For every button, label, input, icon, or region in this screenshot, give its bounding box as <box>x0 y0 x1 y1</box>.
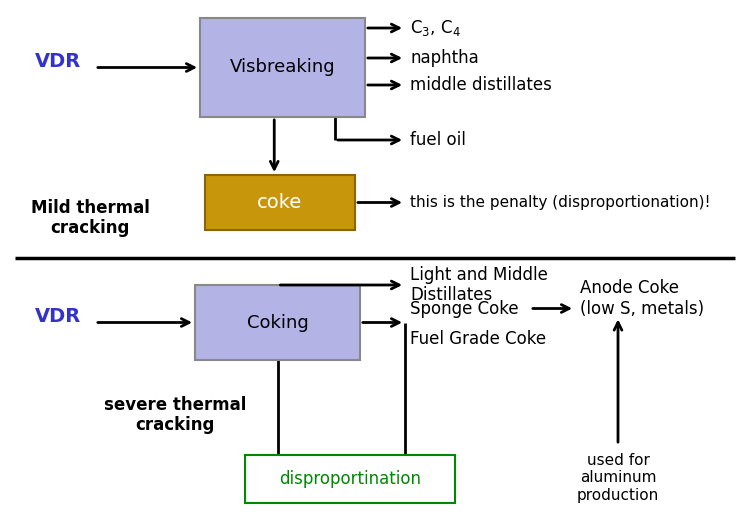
Text: this is the penalty (disproportionation)!: this is the penalty (disproportionation)… <box>410 195 710 210</box>
Text: Anode Coke
(low S, metals): Anode Coke (low S, metals) <box>580 279 704 318</box>
Text: fuel oil: fuel oil <box>410 131 466 149</box>
Text: disproportination: disproportination <box>279 470 421 488</box>
Text: Visbreaking: Visbreaking <box>230 59 335 77</box>
FancyBboxPatch shape <box>200 18 365 117</box>
FancyBboxPatch shape <box>205 175 355 230</box>
FancyBboxPatch shape <box>245 455 455 503</box>
Text: VDR: VDR <box>35 52 81 71</box>
Text: Coking: Coking <box>247 313 308 332</box>
Text: Mild thermal
cracking: Mild thermal cracking <box>31 198 149 237</box>
Text: Light and Middle
Distillates: Light and Middle Distillates <box>410 266 548 305</box>
Text: naphtha: naphtha <box>410 49 478 67</box>
Text: VDR: VDR <box>35 307 81 326</box>
Text: used for
aluminum
production: used for aluminum production <box>577 453 659 503</box>
Text: severe thermal
cracking: severe thermal cracking <box>104 396 246 435</box>
Text: C$_3$, C$_4$: C$_3$, C$_4$ <box>410 18 460 38</box>
Text: Fuel Grade Coke: Fuel Grade Coke <box>410 329 546 348</box>
Text: middle distillates: middle distillates <box>410 76 552 94</box>
FancyBboxPatch shape <box>195 285 360 360</box>
Text: coke: coke <box>257 193 302 212</box>
Text: Sponge Coke: Sponge Coke <box>410 299 519 318</box>
